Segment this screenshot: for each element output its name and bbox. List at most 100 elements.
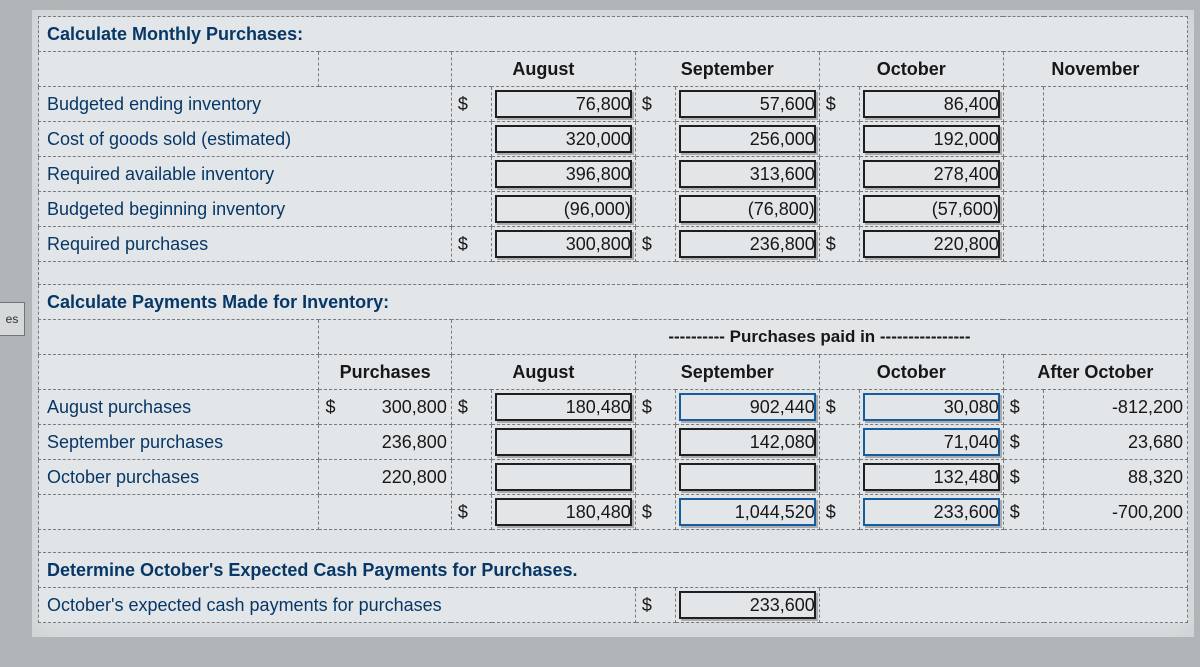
cell-value[interactable]: 902,440	[676, 390, 820, 425]
currency	[635, 425, 675, 460]
table3-value-row: October's expected cash payments for pur…	[39, 588, 1188, 623]
blank	[319, 52, 451, 87]
cell-value[interactable]: 220,800	[860, 227, 1004, 262]
cell-value: 220,800	[319, 460, 451, 495]
cell-value[interactable]: 236,800	[676, 227, 820, 262]
table3-title-row: Determine October's Expected Cash Paymen…	[39, 553, 1188, 588]
row-label: Cost of goods sold (estimated)	[39, 122, 452, 157]
table-row: Cost of goods sold (estimated) 320,000 2…	[39, 122, 1188, 157]
table1-title-row: Calculate Monthly Purchases:	[39, 17, 1188, 52]
cell-value[interactable]: 256,000	[676, 122, 820, 157]
table-row: Required purchases $ 300,800 $ 236,800 $…	[39, 227, 1188, 262]
blank	[819, 588, 1187, 623]
row-label: October purchases	[39, 460, 319, 495]
cell-value: 23,680	[1044, 425, 1188, 460]
cell-value[interactable]: 180,480	[492, 390, 636, 425]
cell-value[interactable]: 132,480	[860, 460, 1004, 495]
col-august: August	[451, 52, 635, 87]
blank	[39, 355, 319, 390]
cell-value[interactable]: 396,800	[492, 157, 636, 192]
currency	[635, 157, 675, 192]
cell-value: 236,800	[319, 425, 451, 460]
currency	[451, 157, 491, 192]
currency: $	[451, 87, 491, 122]
cell-value[interactable]: 30,080	[860, 390, 1004, 425]
cell-value[interactable]: 300,800	[492, 227, 636, 262]
cell-total[interactable]: 180,480	[492, 495, 636, 530]
row-label: Budgeted beginning inventory	[39, 192, 452, 227]
blank	[39, 495, 319, 530]
currency	[451, 425, 491, 460]
currency: $	[819, 227, 859, 262]
cell-value[interactable]: 320,000	[492, 122, 636, 157]
cell-value[interactable]	[676, 460, 820, 495]
table2-title: Calculate Payments Made for Inventory:	[39, 285, 1188, 320]
row-label: September purchases	[39, 425, 319, 460]
currency	[1003, 122, 1043, 157]
table2-header-row: Purchases August September October After…	[39, 355, 1188, 390]
currency	[635, 192, 675, 227]
october-cash-payments-value[interactable]: 233,600	[676, 588, 820, 623]
col-after-oct: After October	[1003, 355, 1187, 390]
table-row: August purchases $300,800 $ 180,480 $ 90…	[39, 390, 1188, 425]
cell-value[interactable]: (57,600)	[860, 192, 1004, 227]
cell-value[interactable]: 76,800	[492, 87, 636, 122]
currency: $	[635, 495, 675, 530]
table-row: September purchases 236,800 142,080 71,0…	[39, 425, 1188, 460]
col-september: September	[635, 52, 819, 87]
cell-value[interactable]: (96,000)	[492, 192, 636, 227]
col-november: November	[1003, 52, 1187, 87]
currency: $	[451, 390, 491, 425]
cell-value[interactable]	[492, 460, 636, 495]
col-purchases: Purchases	[319, 355, 451, 390]
col-august: August	[451, 355, 635, 390]
cell-total[interactable]: 1,044,520	[676, 495, 820, 530]
currency: $	[451, 227, 491, 262]
currency: $	[635, 227, 675, 262]
blank	[319, 495, 451, 530]
currency	[1003, 157, 1043, 192]
table2-title-row: Calculate Payments Made for Inventory:	[39, 285, 1188, 320]
currency: $	[451, 495, 491, 530]
cell-value	[1044, 87, 1188, 122]
currency: $	[819, 495, 859, 530]
cell-total[interactable]: 233,600	[860, 495, 1004, 530]
cell-value[interactable]	[492, 425, 636, 460]
table2-totals-row: $ 180,480 $ 1,044,520 $ 233,600 $ -700,2…	[39, 495, 1188, 530]
currency	[1003, 192, 1043, 227]
cell-value[interactable]: (76,800)	[676, 192, 820, 227]
table-row: Budgeted ending inventory $ 76,800 $ 57,…	[39, 87, 1188, 122]
monthly-purchases-table: Calculate Monthly Purchases: August Sept…	[38, 16, 1188, 623]
cell-value[interactable]: 278,400	[860, 157, 1004, 192]
currency	[819, 460, 859, 495]
currency: $	[635, 87, 675, 122]
currency	[819, 122, 859, 157]
table2-paidin-row: ---------- Purchases paid in -----------…	[39, 320, 1188, 355]
cell-value[interactable]: 71,040	[860, 425, 1004, 460]
blank	[39, 52, 319, 87]
table1-title: Calculate Monthly Purchases:	[39, 17, 1188, 52]
currency	[635, 460, 675, 495]
currency	[451, 192, 491, 227]
cell-value	[1044, 227, 1188, 262]
cell-value[interactable]: 86,400	[860, 87, 1004, 122]
row-label: Required purchases	[39, 227, 452, 262]
currency	[819, 192, 859, 227]
cell-value	[1044, 192, 1188, 227]
table-row: Required available inventory 396,800 313…	[39, 157, 1188, 192]
cell-value: 88,320	[1044, 460, 1188, 495]
cell-value[interactable]: 192,000	[860, 122, 1004, 157]
currency: $	[635, 588, 675, 623]
spacer-row	[39, 530, 1188, 553]
table-row: Budgeted beginning inventory (96,000) (7…	[39, 192, 1188, 227]
cell-value[interactable]: 142,080	[676, 425, 820, 460]
currency	[1003, 227, 1043, 262]
currency: $	[1003, 495, 1043, 530]
cell-value[interactable]: 313,600	[676, 157, 820, 192]
side-tab-es: es	[0, 302, 25, 336]
cell-value	[1044, 157, 1188, 192]
col-october: October	[819, 355, 1003, 390]
table-row: October purchases 220,800 132,480 $ 88,3…	[39, 460, 1188, 495]
cell-value	[1044, 122, 1188, 157]
cell-value[interactable]: 57,600	[676, 87, 820, 122]
